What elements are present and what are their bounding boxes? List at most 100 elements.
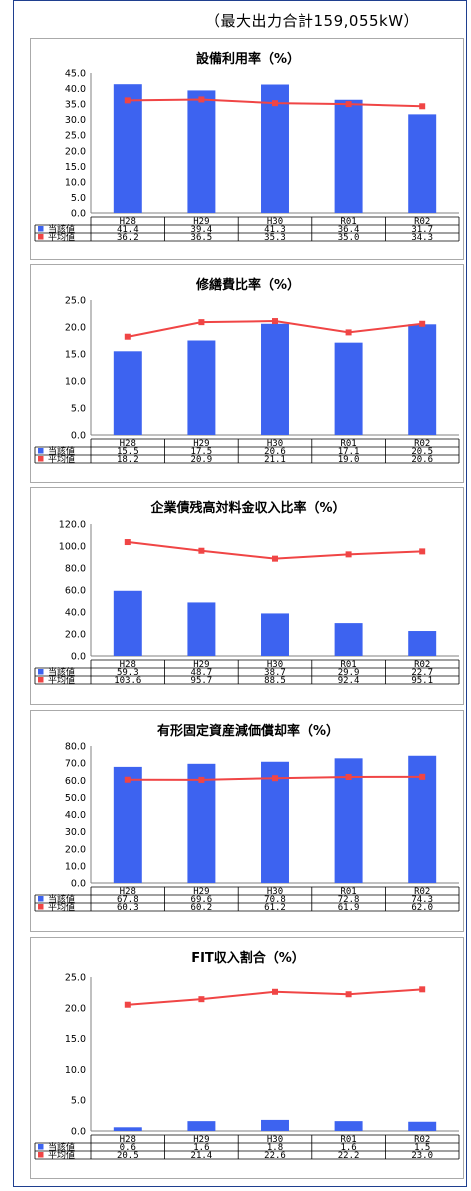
y-tick-label: 35.0 xyxy=(65,100,86,111)
bar-H28 xyxy=(114,351,142,435)
average-point-H30 xyxy=(272,556,278,562)
average-point-R01 xyxy=(346,991,352,997)
legend-average-swatch xyxy=(38,1152,44,1158)
y-tick-label: 0.0 xyxy=(71,652,86,663)
y-tick-label: 15.0 xyxy=(65,350,86,361)
y-tick-label: 120.0 xyxy=(59,520,86,531)
average-point-H29 xyxy=(198,548,204,554)
chart-panel-fit-revenue-ratio: FIT収入割合（%） 25.0 20.0 15.0 10.0 5.0 0.0 H28 H29 H3… xyxy=(30,937,464,1179)
average-point-H28 xyxy=(125,539,131,545)
table-average-value-H30: 22.6 xyxy=(264,1151,286,1161)
average-point-H30 xyxy=(272,775,278,781)
y-tick-label: 40.0 xyxy=(65,608,86,619)
table-average-value-R01: 61.9 xyxy=(338,903,360,913)
average-point-R02 xyxy=(419,103,425,109)
average-point-R02 xyxy=(419,321,425,327)
average-point-H30 xyxy=(272,318,278,324)
bar-H30 xyxy=(261,324,289,435)
chart-svg: 設備利用率（%）45.040.035.030.025.020.015.010.0… xyxy=(31,39,465,261)
table-average-value-R01: 92.4 xyxy=(338,676,360,686)
bar-H29 xyxy=(187,341,215,436)
bar-H29 xyxy=(187,602,215,656)
y-tick-label: 30.0 xyxy=(65,115,86,126)
bar-R02 xyxy=(408,324,436,435)
y-tick-label: 25.0 xyxy=(65,973,86,984)
bar-H28 xyxy=(114,1127,142,1131)
table-average-value-H29: 20.9 xyxy=(191,455,213,465)
bar-H28 xyxy=(114,767,142,883)
legend-average-label: 平均値 xyxy=(48,1149,75,1161)
y-tick-label: 40.0 xyxy=(65,810,86,821)
y-tick-label: 10.0 xyxy=(65,377,86,388)
y-tick-label: 80.0 xyxy=(65,564,86,575)
bar-H28 xyxy=(114,591,142,656)
table-average-value-R02: 95.1 xyxy=(411,676,433,686)
bar-R02 xyxy=(408,631,436,656)
average-point-H29 xyxy=(198,96,204,102)
legend-current-swatch xyxy=(38,896,44,902)
chart-title: 修繕費比率（%） xyxy=(195,277,300,293)
y-tick-label: 25.0 xyxy=(65,296,86,307)
bar-R01 xyxy=(335,100,363,213)
y-tick-label: 70.0 xyxy=(65,759,86,770)
y-tick-label: 20.0 xyxy=(65,630,86,641)
y-tick-label: 20.0 xyxy=(65,1003,86,1014)
y-tick-label: 0.0 xyxy=(71,431,86,442)
y-tick-label: 60.0 xyxy=(65,586,86,597)
y-tick-label: 0.0 xyxy=(71,1127,86,1138)
table-average-value-H29: 36.5 xyxy=(191,233,213,243)
legend-current-swatch xyxy=(38,448,44,454)
table-average-value-H28: 103.6 xyxy=(114,676,141,686)
table-average-value-R02: 34.3 xyxy=(411,233,433,243)
y-tick-label: 0.0 xyxy=(71,209,86,220)
average-point-H29 xyxy=(198,996,204,1002)
y-tick-label: 5.0 xyxy=(71,404,86,415)
bar-H30 xyxy=(261,613,289,656)
legend-average-swatch xyxy=(38,904,44,910)
y-tick-label: 80.0 xyxy=(65,742,86,753)
chart-title: 設備利用率（%） xyxy=(196,51,300,67)
legend-current-swatch xyxy=(38,1144,44,1150)
average-point-H30 xyxy=(272,989,278,995)
legend-average-swatch xyxy=(38,234,44,240)
y-tick-label: 100.0 xyxy=(59,542,86,553)
average-point-H30 xyxy=(272,100,278,106)
chart-title: FIT収入割合（%） xyxy=(191,950,305,966)
bar-H29 xyxy=(187,90,215,213)
y-tick-label: 20.0 xyxy=(65,323,86,334)
legend-average-label: 平均値 xyxy=(48,231,75,243)
legend-average-label: 平均値 xyxy=(48,674,75,686)
bar-R01 xyxy=(335,343,363,435)
y-tick-label: 10.0 xyxy=(65,177,86,188)
chart-title: 有形固定資産減価償却率（%） xyxy=(157,723,339,739)
chart-svg: 修繕費比率（%） 25.0 20.0 15.0 10.0 5.0 0.0 H28 H29 H30 R… xyxy=(31,265,465,484)
average-point-R01 xyxy=(346,329,352,335)
legend-average-swatch xyxy=(38,677,44,683)
table-average-value-R02: 23.0 xyxy=(411,1151,433,1161)
chart-panel-depreciation-ratio: 有形固定資産減価償却率（%） 80.0 70.0 60.0 50.0 40.0 30.0 20… xyxy=(30,710,464,932)
table-average-value-H30: 61.2 xyxy=(264,903,286,913)
average-point-H28 xyxy=(125,97,131,103)
page-subtitle: （最大出力合計159,055kW） xyxy=(205,10,419,31)
table-average-value-H28: 20.5 xyxy=(117,1151,139,1161)
y-tick-label: 10.0 xyxy=(65,1065,86,1076)
bar-H30 xyxy=(261,1120,289,1131)
y-tick-label: 25.0 xyxy=(65,131,86,142)
table-average-value-R02: 62.0 xyxy=(411,903,433,913)
y-tick-label: 15.0 xyxy=(65,1034,86,1045)
average-point-R01 xyxy=(346,101,352,107)
y-tick-label: 0.0 xyxy=(71,879,86,890)
chart-svg: 企業債残高対料金収入比率（%）120.0100.080.060.040.020.… xyxy=(31,488,465,706)
table-average-value-H28: 36.2 xyxy=(117,233,139,243)
y-tick-label: 45.0 xyxy=(65,69,86,80)
table-average-value-R02: 20.6 xyxy=(411,455,433,465)
legend-current-swatch xyxy=(38,226,44,232)
bar-R02 xyxy=(408,114,436,213)
y-tick-label: 60.0 xyxy=(65,776,86,787)
y-tick-label: 10.0 xyxy=(65,861,86,872)
chart-svg: 有形固定資産減価償却率（%）80.070.060.050.040.030.020… xyxy=(31,711,465,933)
average-point-H29 xyxy=(198,777,204,783)
y-tick-label: 5.0 xyxy=(71,1096,86,1107)
bar-R01 xyxy=(335,623,363,656)
y-tick-label: 15.0 xyxy=(65,162,86,173)
